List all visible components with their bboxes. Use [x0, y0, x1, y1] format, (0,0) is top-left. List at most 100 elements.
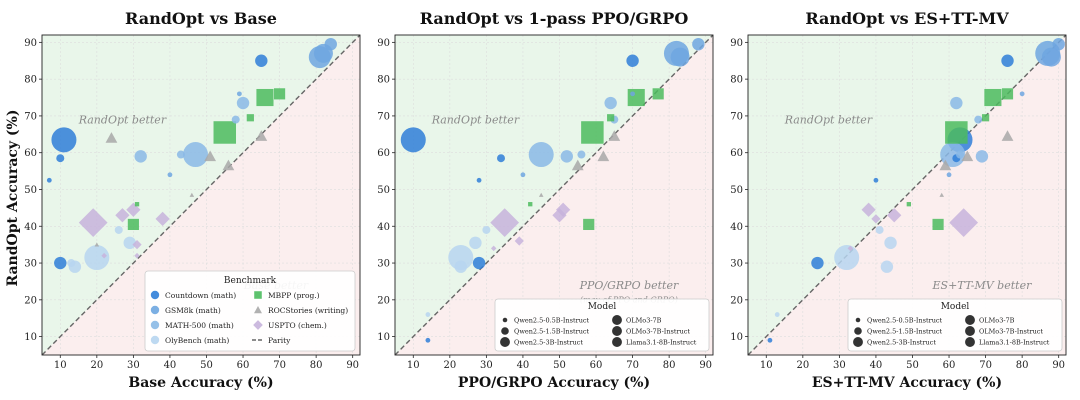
- data-point-gsm8k: [670, 47, 690, 67]
- data-point-math500: [236, 96, 250, 110]
- plot-frame: [41, 34, 361, 356]
- legend-size-marker: [612, 315, 622, 325]
- data-point-olybench: [454, 260, 467, 273]
- y-tick-label: 60: [377, 148, 390, 159]
- data-point-gsm8k: [1052, 37, 1065, 51]
- legend-size-marker: [965, 315, 975, 325]
- x-tick-label: 10: [54, 360, 67, 371]
- legend-title: Model: [588, 302, 617, 312]
- x-tick-label: 30: [833, 360, 846, 371]
- benchmark-legend: Benchmark Countdown (math) MBPP (prog.) GSM…: [144, 270, 356, 352]
- y-tick-label: 10: [377, 332, 390, 343]
- x-axis-label: Base Accuracy (%): [128, 375, 273, 391]
- y-tick-label: 90: [730, 38, 743, 49]
- data-points: [767, 37, 1065, 343]
- better-label: RandOpt better: [784, 113, 873, 126]
- y-tick-label: 50: [24, 185, 37, 196]
- parity-line: [42, 35, 360, 355]
- legend-size-marker: [612, 337, 622, 347]
- data-point-mbpp: [984, 88, 1002, 107]
- data-point-rocstories: [255, 130, 268, 141]
- model-legend: Model Qwen2.5-0.5B-Instruct OLMo3-7B Qwen2.…: [494, 298, 710, 352]
- legend-label: OLMo3-7B-Instruct: [979, 328, 1043, 336]
- legend-label: OlyBench (math): [165, 336, 229, 345]
- data-point-rocstories: [939, 159, 952, 171]
- data-point-math500: [231, 115, 240, 124]
- y-tick-label: 90: [24, 38, 37, 49]
- data-point-math500: [604, 96, 617, 110]
- data-point-mbpp: [583, 218, 595, 231]
- data-point-rocstories: [538, 192, 544, 197]
- data-point-gsm8k: [1041, 47, 1061, 67]
- data-point-rocstories: [94, 242, 100, 247]
- legend-label: Parity: [268, 336, 291, 345]
- x-tick-label: 90: [699, 360, 712, 371]
- y-tick-label: 50: [730, 185, 743, 196]
- x-tick-label: 70: [273, 360, 286, 371]
- data-point-olybench: [880, 260, 894, 273]
- data-point-rocstories: [571, 159, 584, 171]
- data-point-uspto: [949, 208, 979, 237]
- data-point-countdown: [46, 177, 52, 183]
- data-point-mbpp: [1001, 88, 1014, 100]
- data-point-countdown: [476, 177, 482, 183]
- x-tick-label: 10: [760, 360, 773, 371]
- x-tick-label: 60: [590, 360, 603, 371]
- y-tick-label: 70: [377, 111, 390, 122]
- legend-label: OLMo3-7B: [979, 317, 1015, 325]
- better-label: RandOpt better: [78, 113, 167, 126]
- data-point-countdown: [255, 54, 268, 67]
- legend-size-marker: [965, 337, 975, 347]
- data-point-mbpp: [627, 88, 645, 107]
- data-point-gsm8k: [324, 37, 337, 51]
- data-point-olybench: [875, 225, 884, 234]
- data-point-olybench: [774, 312, 780, 317]
- legend-size-marker: [855, 317, 861, 323]
- x-tick-label: 60: [943, 360, 956, 371]
- model-legend: Model Qwen2.5-0.5B-Instruct OLMo3-7B Qwen2.…: [847, 298, 1063, 352]
- y-tick-label: 20: [377, 295, 390, 306]
- data-point-rocstories: [608, 130, 621, 141]
- panel-title: RandOpt vs Base: [125, 9, 277, 28]
- x-tick-label: 70: [626, 360, 639, 371]
- data-point-mbpp: [932, 218, 944, 231]
- data-point-countdown: [425, 337, 431, 343]
- data-point-math500: [577, 150, 586, 159]
- data-point-uspto: [490, 245, 497, 252]
- x-tick-label: 10: [407, 360, 420, 371]
- data-point-math500: [528, 142, 554, 168]
- data-point-uspto: [887, 208, 902, 223]
- y-tick-label: 60: [24, 148, 37, 159]
- data-point-mbpp: [528, 202, 533, 207]
- legend-label: Qwen2.5-3B-Instruct: [867, 339, 936, 347]
- panel-title: RandOpt vs 1-pass PPO/GRPO: [420, 9, 689, 28]
- data-point-gsm8k: [520, 172, 526, 178]
- data-point-math500: [183, 142, 209, 168]
- y-tick-label: 60: [730, 148, 743, 159]
- data-point-math500: [560, 150, 573, 163]
- legend-label: MATH-500 (math): [165, 321, 234, 330]
- y-tick-label: 20: [24, 295, 37, 306]
- y-tick-label: 90: [377, 38, 390, 49]
- x-tick-label: 20: [90, 360, 103, 371]
- data-point-countdown: [400, 127, 426, 153]
- data-point-uspto: [490, 208, 520, 237]
- legend-label: Qwen2.5-1.5B-Instruct: [867, 328, 943, 336]
- data-point-uspto: [871, 214, 881, 224]
- data-point-uspto: [134, 252, 140, 259]
- data-point-gsm8k: [692, 37, 705, 51]
- data-point-math500: [176, 150, 185, 159]
- data-point-countdown: [51, 127, 77, 153]
- legend-marker-rocstories: [254, 306, 262, 314]
- y-tick-label: 20: [730, 295, 743, 306]
- legend-box: [847, 298, 1063, 352]
- x-tick-label: 40: [870, 360, 883, 371]
- data-point-math500: [956, 150, 964, 159]
- legend-label: OLMo3-7B-Instruct: [626, 328, 690, 336]
- legend-size-marker: [965, 326, 975, 336]
- data-point-mbpp: [581, 121, 604, 144]
- y-tick-label: 10: [730, 332, 743, 343]
- data-point-olybench: [67, 259, 76, 268]
- data-point-olybench: [482, 225, 491, 234]
- data-point-rocstories: [105, 132, 118, 143]
